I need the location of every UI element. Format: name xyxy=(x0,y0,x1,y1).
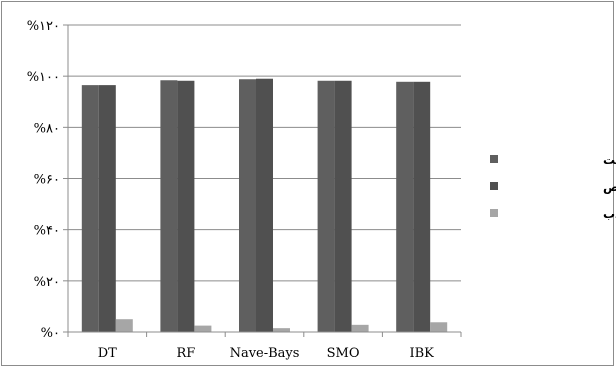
legend-label: نرخ مثبت درست xyxy=(603,153,616,167)
bar xyxy=(81,85,99,332)
bar xyxy=(239,79,256,332)
y-tick-label: %۸۰ xyxy=(34,121,60,136)
bar xyxy=(160,80,178,332)
bar xyxy=(317,80,335,332)
y-tick-label: %۱۲۰ xyxy=(27,19,60,34)
bar xyxy=(115,319,133,332)
x-category-label: SMO xyxy=(327,346,360,361)
x-category-label: RF xyxy=(176,346,195,361)
bar xyxy=(256,78,273,332)
bars xyxy=(81,78,448,332)
legend-label: نرخ مثبت کاذب xyxy=(603,207,616,221)
bar xyxy=(177,80,195,332)
bar xyxy=(430,322,448,332)
bar xyxy=(351,324,369,332)
legend-swatch xyxy=(490,182,498,190)
y-tick-label: %۴۰ xyxy=(34,224,60,239)
legend-label: دقت تشخیص xyxy=(603,180,616,194)
x-category-labels: DT RF Nave-Bays SMO IBK xyxy=(98,346,434,361)
y-tick-label: %۰ xyxy=(41,326,60,341)
bar xyxy=(396,81,414,332)
y-tick-labels: %۰ %۲۰ %۴۰ %۶۰ %۸۰ %۱۰۰ %۱۲۰ xyxy=(27,19,60,341)
x-category-label: IBK xyxy=(409,346,434,361)
y-tick-label: %۶۰ xyxy=(34,173,60,188)
gridlines xyxy=(68,24,461,282)
bar xyxy=(413,81,431,332)
bar xyxy=(334,80,352,332)
legend-swatch xyxy=(490,209,498,217)
legend-swatch xyxy=(490,155,498,163)
bar xyxy=(98,85,116,332)
legend: نرخ مثبت درست دقت تشخیص نرخ مثبت کاذب xyxy=(490,153,616,221)
bar xyxy=(273,328,290,332)
x-category-label: Nave-Bays xyxy=(230,346,300,361)
bar xyxy=(194,325,212,332)
x-category-label: DT xyxy=(98,346,117,361)
y-tick-label: %۲۰ xyxy=(34,275,60,290)
y-tick-label: %۱۰۰ xyxy=(27,70,60,85)
axes xyxy=(63,24,462,337)
